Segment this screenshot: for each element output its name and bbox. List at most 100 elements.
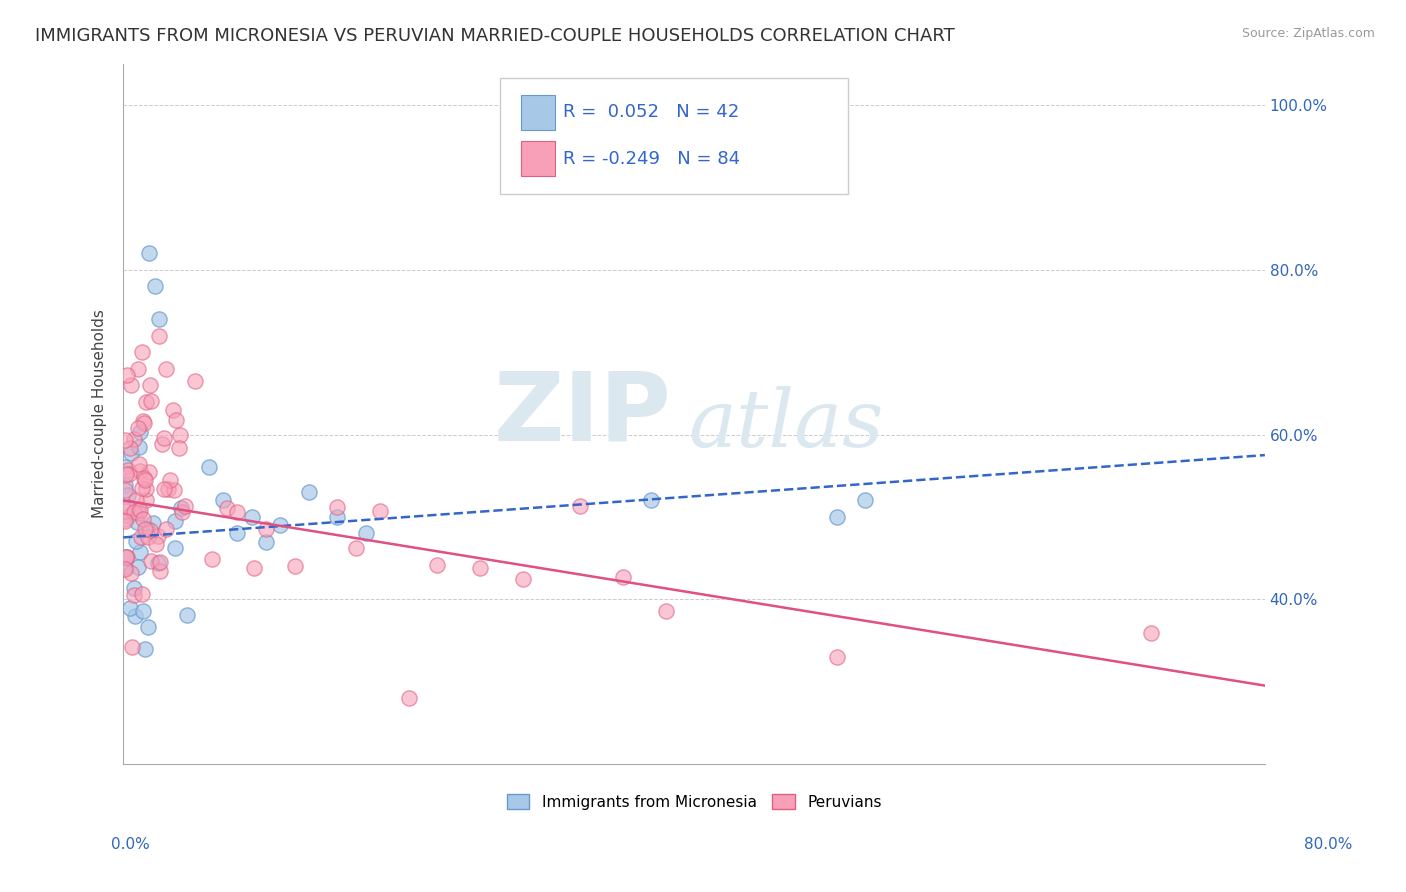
Point	[243, 561, 266, 575]
Point	[640, 493, 662, 508]
Point	[132, 604, 155, 618]
Point	[118, 508, 141, 523]
Point	[148, 312, 170, 326]
Point	[1139, 626, 1161, 640]
Point	[117, 549, 139, 564]
Point	[132, 414, 155, 428]
Point	[368, 504, 391, 518]
Point	[120, 566, 142, 581]
Point	[169, 500, 191, 515]
Point	[163, 514, 186, 528]
Point	[184, 374, 207, 388]
Point	[139, 378, 162, 392]
Point	[148, 328, 170, 343]
Point	[142, 516, 165, 530]
Point	[155, 361, 177, 376]
Text: R = -0.249   N = 84: R = -0.249 N = 84	[562, 150, 740, 168]
Point	[157, 482, 180, 496]
Text: 80.0%: 80.0%	[1305, 838, 1353, 852]
Point	[117, 500, 139, 514]
Point	[118, 442, 141, 456]
Point	[143, 279, 166, 293]
Point	[354, 526, 377, 541]
Point	[198, 460, 221, 475]
Text: 0.0%: 0.0%	[111, 838, 150, 852]
FancyBboxPatch shape	[520, 95, 555, 130]
Point	[226, 526, 249, 541]
Point	[138, 523, 160, 537]
Point	[135, 394, 157, 409]
Point	[146, 529, 169, 543]
Point	[215, 501, 238, 516]
Point	[131, 481, 153, 495]
Text: atlas: atlas	[689, 385, 884, 463]
Point	[128, 503, 150, 517]
Point	[139, 554, 162, 568]
Text: R =  0.052   N = 42: R = 0.052 N = 42	[562, 103, 740, 121]
Point	[149, 555, 172, 569]
Point	[654, 604, 676, 618]
Point	[825, 650, 848, 665]
Point	[131, 345, 153, 359]
Point	[120, 378, 142, 392]
Point	[170, 505, 193, 519]
Point	[117, 463, 139, 477]
Point	[129, 530, 152, 544]
Text: Source: ZipAtlas.com: Source: ZipAtlas.com	[1241, 27, 1375, 40]
Point	[127, 560, 149, 574]
Point	[114, 512, 136, 526]
Point	[153, 483, 176, 497]
Point	[118, 467, 141, 482]
Point	[159, 473, 181, 487]
Point	[118, 601, 141, 615]
Point	[115, 549, 138, 564]
Point	[114, 433, 136, 447]
Point	[136, 530, 159, 544]
Point	[134, 416, 156, 430]
Point	[129, 464, 152, 478]
Point	[125, 534, 148, 549]
Point	[163, 483, 186, 498]
Point	[139, 394, 162, 409]
Point	[128, 545, 150, 559]
Point	[125, 515, 148, 529]
Point	[114, 477, 136, 491]
Point	[124, 608, 146, 623]
Point	[128, 506, 150, 520]
Point	[114, 504, 136, 518]
Point	[115, 467, 138, 482]
Y-axis label: Married-couple Households: Married-couple Households	[93, 310, 107, 518]
Point	[145, 537, 167, 551]
Text: IMMIGRANTS FROM MICRONESIA VS PERUVIAN MARRIED-COUPLE HOUSEHOLDS CORRELATION CHA: IMMIGRANTS FROM MICRONESIA VS PERUVIAN M…	[35, 27, 955, 45]
Point	[326, 509, 349, 524]
Point	[128, 457, 150, 471]
Point	[169, 427, 191, 442]
Point	[115, 550, 138, 565]
Point	[153, 431, 176, 445]
Point	[134, 471, 156, 485]
Point	[146, 556, 169, 570]
Point	[127, 361, 149, 376]
Point	[240, 509, 263, 524]
Point	[134, 641, 156, 656]
Point	[134, 473, 156, 487]
Point	[201, 552, 224, 566]
Point	[254, 534, 277, 549]
Point	[149, 564, 172, 578]
Point	[612, 570, 634, 584]
Point	[125, 492, 148, 507]
Point	[163, 541, 186, 556]
Point	[124, 505, 146, 519]
Point	[212, 493, 235, 508]
Point	[150, 437, 173, 451]
Point	[169, 441, 191, 455]
Point	[122, 432, 145, 446]
Point	[398, 690, 420, 705]
Point	[138, 246, 160, 260]
Point	[226, 505, 249, 519]
Point	[136, 522, 159, 536]
Point	[117, 488, 139, 502]
Point	[114, 560, 136, 574]
Point	[120, 446, 142, 460]
Point	[853, 493, 876, 508]
